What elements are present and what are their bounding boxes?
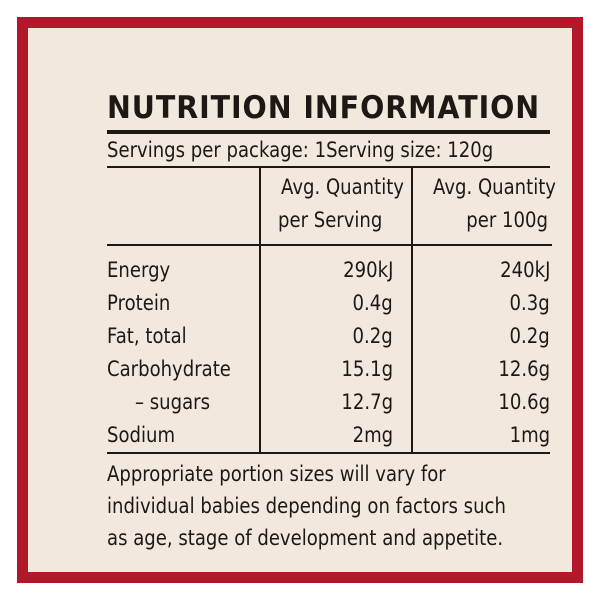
per-serving-value: 12.7g — [341, 390, 393, 414]
panel-title: NUTRITION INFORMATION — [107, 90, 541, 126]
footnote-line: Appropriate portion sizes will vary for — [107, 462, 446, 486]
table-header-row: Avg. Quantity per Serving Avg. Quantity … — [107, 168, 556, 246]
footnote-line: individual babies depending on factors s… — [107, 494, 506, 518]
portion-footnote: Appropriate portion sizes will vary for … — [107, 452, 550, 554]
footnote-line: as age, stage of development and appetit… — [107, 526, 504, 550]
header-per-serving-line1: Avg. Quantity — [281, 175, 404, 199]
table-body-row: Energy Protein Fat, total Carbohydrate –… — [107, 245, 552, 452]
nutrient-label: Protein — [107, 291, 171, 315]
per-serving-value: 2mg — [352, 423, 393, 447]
per-100g-value: 0.3g — [509, 291, 550, 315]
per-serving-value: 15.1g — [341, 357, 393, 381]
serving-info: Servings per package: 1 Serving size: 12… — [107, 134, 493, 166]
per-100g-value: 1mg — [509, 423, 550, 447]
nutrient-labels: Energy Protein Fat, total Carbohydrate –… — [107, 245, 260, 452]
header-blank-cell — [107, 168, 260, 246]
nutrient-label: Carbohydrate — [107, 357, 231, 381]
label-frame: NUTRITION INFORMATION Servings per packa… — [17, 17, 583, 583]
serving-size: Serving size: 120g — [326, 138, 494, 162]
servings-per-package: Servings per package: 1 — [107, 138, 327, 162]
nutrient-label: Fat, total — [107, 324, 187, 348]
per-serving-value: 0.4g — [352, 291, 393, 315]
header-per-100g-line1: Avg. Quantity — [433, 175, 556, 199]
serving-divider — [107, 166, 550, 168]
nutrient-label: Sodium — [107, 423, 176, 447]
nutrient-label: – sugars — [135, 390, 210, 414]
per-100g-value: 10.6g — [498, 390, 550, 414]
per-100g-value: 0.2g — [509, 324, 550, 348]
per-serving-value: 0.2g — [352, 324, 393, 348]
per-100g-value: 12.6g — [498, 357, 550, 381]
header-per-100g-line2: per 100g — [466, 208, 548, 232]
nutrient-label: Energy — [107, 258, 171, 282]
header-per-serving: Avg. Quantity per Serving — [259, 168, 413, 246]
per-100g-values: 240kJ 0.3g 0.2g 12.6g 10.6g 1mg — [412, 245, 552, 452]
header-per-serving-line2: per Serving — [277, 208, 383, 232]
per-serving-value: 290kJ — [342, 258, 393, 282]
per-serving-values: 290kJ 0.4g 0.2g 15.1g 12.7g 2mg — [259, 245, 413, 452]
per-100g-value: 240kJ — [499, 258, 550, 282]
title-divider — [107, 130, 550, 134]
header-per-100g: Avg. Quantity per 100g — [412, 168, 556, 246]
nutrition-table: Avg. Quantity per Serving Avg. Quantity … — [107, 168, 556, 452]
nutrition-panel: NUTRITION INFORMATION Servings per packa… — [107, 88, 556, 554]
